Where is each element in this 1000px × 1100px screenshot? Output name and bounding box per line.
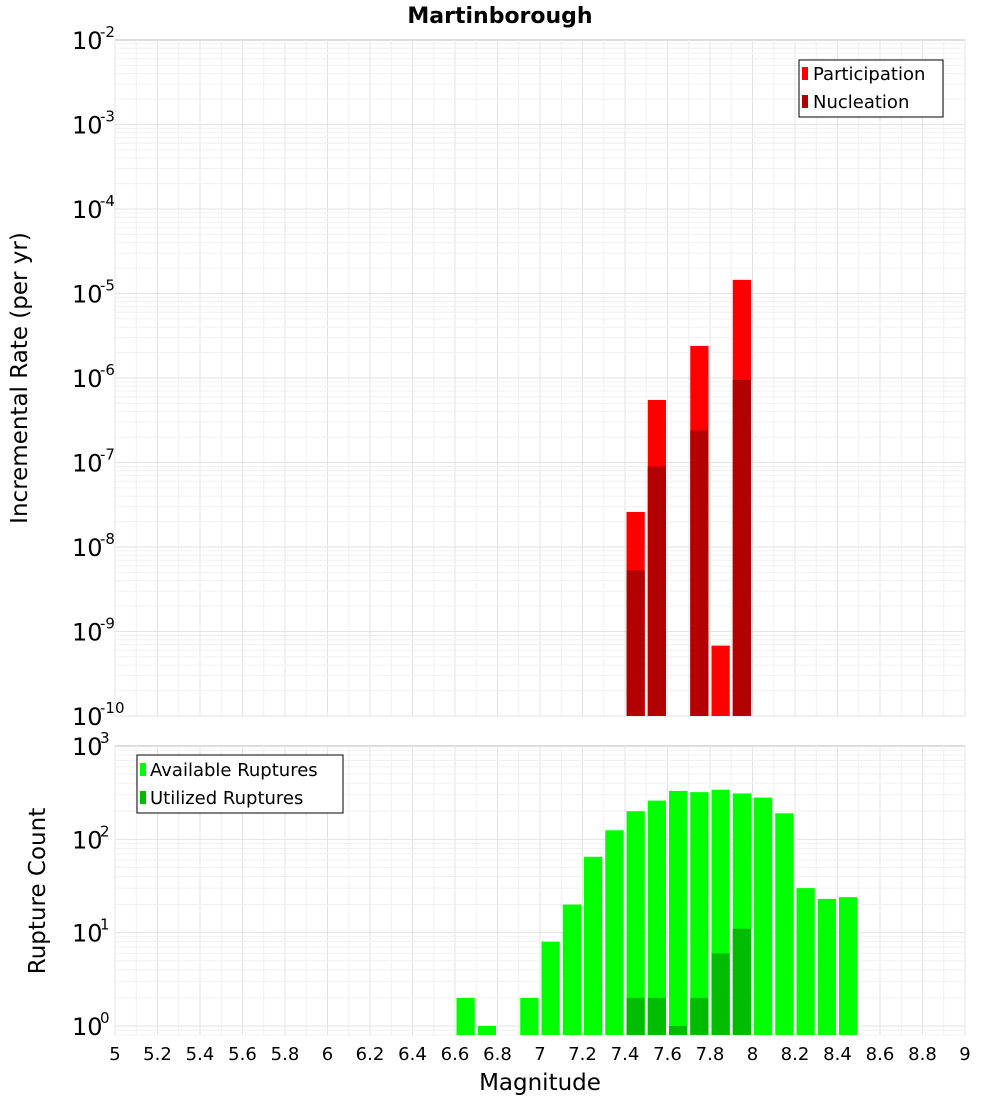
x-tick-label: 7.2 [568, 1044, 597, 1065]
available-ruptures-bar [520, 997, 539, 1035]
available-ruptures-bar [690, 792, 709, 1035]
y-tick-label: 10 [72, 196, 103, 224]
y-tick-label: 10 [72, 450, 103, 478]
available-ruptures-bar [626, 811, 645, 1035]
y-tick-exponent: 0 [100, 1009, 110, 1027]
x-tick-label: 8.4 [823, 1044, 852, 1065]
available-ruptures-bar [541, 941, 560, 1035]
available-ruptures-legend-label: Available Ruptures [150, 760, 318, 781]
y-tick-label: 10 [72, 733, 103, 761]
x-tick-label: 5.8 [271, 1044, 300, 1065]
utilized-ruptures-bar [626, 997, 645, 1035]
available-ruptures-bar [817, 898, 836, 1035]
utilized-ruptures-bar [669, 1025, 688, 1035]
y-tick-label: 10 [72, 1013, 103, 1041]
y-tick-exponent: 2 [100, 822, 110, 840]
available-ruptures-bar [796, 888, 815, 1035]
y-tick-label: 10 [72, 281, 103, 309]
rupture-count-y-axis-label: Rupture Count [25, 808, 51, 974]
available-ruptures-bar [477, 1025, 496, 1035]
available-ruptures-bar [562, 904, 581, 1035]
participation-legend-swatch [802, 67, 808, 80]
available-ruptures-bar [839, 897, 858, 1035]
y-tick-exponent: -6 [100, 361, 115, 379]
y-tick-exponent: 1 [100, 916, 110, 934]
rupture-count-legend-box [136, 754, 344, 814]
x-tick-label: 8.8 [908, 1044, 937, 1065]
x-tick-label: 8.2 [781, 1044, 810, 1065]
y-tick-exponent: -3 [100, 108, 115, 126]
y-tick-label: 10 [72, 365, 103, 393]
x-tick-label: 5.4 [186, 1044, 215, 1065]
x-tick-label: 8.6 [866, 1044, 895, 1065]
utilized-ruptures-bar [647, 997, 666, 1035]
y-tick-exponent: -9 [100, 615, 115, 633]
x-tick-label: 5 [109, 1044, 120, 1065]
utilized-ruptures-legend-swatch [140, 791, 146, 804]
y-tick-label: 10 [72, 534, 103, 562]
magnitude-x-axis-label: Magnitude [479, 1070, 601, 1096]
magnitude-x-ticks: 5 5.2 5.4 5.6 5.8 6 6.2 6.4 6.6 6.8 7 7.2 7.4 7.6 7.8 8… [109, 1044, 970, 1065]
available-ruptures-bar [775, 813, 794, 1035]
available-ruptures-bar [647, 800, 666, 1035]
participation-legend-label: Participation [813, 64, 925, 85]
x-tick-label: 6.6 [441, 1044, 470, 1065]
nucleation-bar [647, 466, 666, 716]
nucleation-bar [732, 379, 751, 716]
available-ruptures-bar [456, 997, 475, 1035]
participation-bar [711, 645, 730, 716]
x-tick-label: 6.8 [483, 1044, 512, 1065]
x-tick-label: 6.2 [356, 1044, 385, 1065]
available-ruptures-bar [584, 856, 603, 1035]
incremental-rate-y-axis-label: Incremental Rate (per yr) [7, 232, 33, 524]
y-tick-label: 10 [72, 826, 103, 854]
y-tick-exponent: 3 [100, 729, 110, 747]
utilized-ruptures-bar [690, 997, 709, 1035]
x-tick-label: 7 [534, 1044, 545, 1065]
y-tick-label: 10 [72, 112, 103, 140]
x-tick-label: 5.2 [143, 1044, 172, 1065]
incremental-rate-legend-box [798, 59, 944, 118]
chart-title: Martinborough [407, 4, 592, 29]
utilized-ruptures-bar [732, 928, 751, 1035]
y-tick-label: 10 [72, 920, 103, 948]
nucleation-bar [690, 430, 709, 716]
nucleation-bar [626, 570, 645, 716]
rupture-count-legend: Available Ruptures Utilized Ruptures [136, 754, 344, 814]
incremental-rate-grid [114, 40, 966, 717]
x-tick-label: 7.6 [653, 1044, 682, 1065]
x-tick-label: 7.8 [696, 1044, 725, 1065]
x-tick-label: 7.4 [611, 1044, 640, 1065]
x-tick-label: 8 [747, 1044, 758, 1065]
y-tick-label: 10 [72, 703, 103, 731]
utilized-ruptures-legend-label: Utilized Ruptures [150, 788, 303, 809]
y-tick-exponent: -10 [100, 699, 125, 717]
y-tick-exponent: -4 [100, 192, 115, 210]
nucleation-legend-swatch [802, 95, 808, 108]
utilized-ruptures-bar [711, 953, 730, 1035]
x-tick-label: 9 [959, 1044, 970, 1065]
available-ruptures-legend-swatch [140, 763, 146, 776]
y-tick-exponent: -7 [100, 446, 115, 464]
y-tick-exponent: -8 [100, 530, 115, 548]
y-tick-exponent: -2 [100, 23, 115, 41]
available-ruptures-bar [754, 797, 773, 1035]
nucleation-legend-label: Nucleation [813, 92, 909, 113]
x-tick-label: 6 [322, 1044, 333, 1065]
incremental-rate-legend: Participation Nucleation [798, 59, 944, 118]
incremental-rate-bars [626, 279, 751, 716]
y-tick-label: 10 [72, 27, 103, 55]
available-ruptures-bar [669, 790, 688, 1035]
x-tick-label: 6.4 [398, 1044, 427, 1065]
y-tick-exponent: -5 [100, 277, 115, 295]
y-tick-label: 10 [72, 619, 103, 647]
x-tick-label: 5.6 [228, 1044, 257, 1065]
available-ruptures-bar [605, 830, 624, 1035]
rupture-count-bars [456, 789, 858, 1035]
